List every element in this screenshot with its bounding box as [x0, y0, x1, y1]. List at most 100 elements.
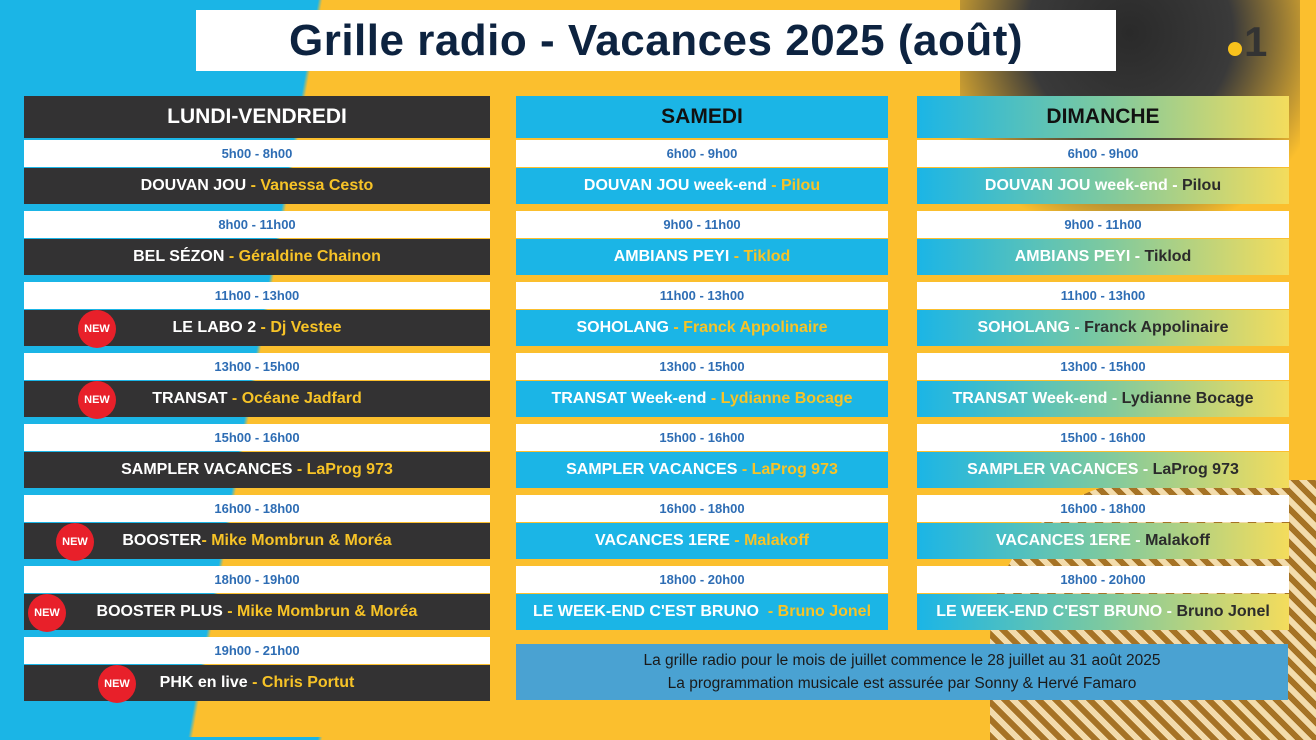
schedule-slot: 18h00 - 20h00 LE WEEK-END C'EST BRUNO - B… — [917, 566, 1289, 630]
slot-time: 9h00 - 11h00 — [516, 211, 888, 238]
show-title: TRANSAT Week-end — [551, 390, 707, 407]
show-title: SAMPLER VACANCES — [121, 461, 293, 478]
schedule-slot: 18h00 - 19h00 BOOSTER PLUS - Mike Mombrun… — [24, 566, 490, 630]
slot-time: 11h00 - 13h00 — [917, 282, 1289, 309]
slot-time: 5h00 - 8h00 — [24, 140, 490, 167]
slot-time: 11h00 - 13h00 — [24, 282, 490, 309]
schedule-slot: 15h00 - 16h00 SAMPLER VACANCES - LaProg 9… — [917, 424, 1289, 488]
show-host: Tiklod — [1144, 248, 1192, 265]
slot-show: LE WEEK-END C'EST BRUNO - Bruno Jonel — [917, 594, 1289, 630]
show-host: LaProg 973 — [306, 461, 393, 478]
new-badge: NEW — [80, 383, 114, 417]
column-lundi-vendredi: LUNDI-VENDREDI 5h00 - 8h00 DOUVAN JOU - Va… — [24, 96, 490, 701]
slot-time: 11h00 - 13h00 — [516, 282, 888, 309]
separator: - — [766, 177, 781, 194]
slot-show: BEL SÉZON - Géraldine Chainon — [24, 239, 490, 275]
show-title: AMBIANS PEYI — [1014, 248, 1131, 265]
schedule-slot: 16h00 - 18h00 VACANCES 1ERE - Malakoff — [917, 495, 1289, 559]
slot-show: TRANSAT Week-end - Lydianne Bocage — [917, 381, 1289, 417]
slot-show: DOUVAN JOU week-end - Pilou — [516, 168, 888, 204]
show-host: Vanessa Cesto — [260, 177, 374, 194]
schedule-slot: 11h00 - 13h00 SOHOLANG - Franck Appolinai… — [516, 282, 888, 346]
show-host: Lydianne Bocage — [720, 390, 853, 407]
schedule-slot: 6h00 - 9h00 DOUVAN JOU week-end - Pilou — [917, 140, 1289, 204]
slot-show: TRANSAT - Océane Jadfard NEW — [24, 381, 490, 417]
slot-show: LE WEEK-END C'EST BRUNO - Bruno Jonel — [516, 594, 888, 630]
show-host: Mike Mombrun & Moréa — [236, 603, 418, 620]
logo-dot-icon — [1228, 42, 1242, 56]
slot-time: 6h00 - 9h00 — [516, 140, 888, 167]
show-host: Mike Mombrun & Moréa — [211, 532, 392, 549]
slot-show: SAMPLER VACANCES - LaProg 973 — [24, 452, 490, 488]
show-title: VACANCES 1ERE — [996, 532, 1131, 549]
show-title: SAMPLER VACANCES — [967, 461, 1139, 478]
schedule-slot: 18h00 - 20h00 LE WEEK-END C'EST BRUNO - B… — [516, 566, 888, 630]
schedule-slot: 11h00 - 13h00 LE LABO 2 - Dj Vestee NEW — [24, 282, 490, 346]
separator: - — [227, 390, 242, 407]
show-host: Dj Vestee — [270, 319, 342, 336]
slot-time: 13h00 - 15h00 — [24, 353, 490, 380]
show-title: SOHOLANG — [576, 319, 669, 336]
slot-time: 8h00 - 11h00 — [24, 211, 490, 238]
schedule-slot: 13h00 - 15h00 TRANSAT Week-end - Lydianne… — [516, 353, 888, 417]
show-title: PHK en live — [159, 674, 248, 691]
logo-number: 1 — [1244, 18, 1268, 65]
show-host: Franck Appolinaire — [683, 319, 828, 336]
column-header: SAMEDI — [516, 96, 888, 138]
slot-show: VACANCES 1ERE - Malakoff — [516, 523, 888, 559]
slot-show: PHK en live - Chris Portut NEW — [24, 665, 490, 701]
separator: - — [222, 603, 237, 620]
page-title: Grille radio - Vacances 2025 (août) — [196, 10, 1116, 71]
schedule-slot: 13h00 - 15h00 TRANSAT - Océane Jadfard NEW — [24, 353, 490, 417]
schedule-slot: 11h00 - 13h00 SOHOLANG - Franck Appolinai… — [917, 282, 1289, 346]
separator: - — [256, 319, 271, 336]
info-line-2: La programmation musicale est assurée pa… — [667, 675, 1137, 692]
show-host: Chris Portut — [261, 674, 355, 691]
slot-time: 9h00 - 11h00 — [917, 211, 1289, 238]
separator: - — [1107, 390, 1122, 407]
slot-show: BOOSTER- Mike Mombrun & Moréa NEW — [24, 523, 490, 559]
slot-time: 16h00 - 18h00 — [917, 495, 1289, 522]
separator: - — [246, 177, 261, 194]
schedule-slot: 15h00 - 16h00 SAMPLER VACANCES - LaProg 9… — [24, 424, 490, 488]
separator: - — [668, 319, 684, 336]
show-title: VACANCES 1ERE — [595, 532, 730, 549]
slot-time: 15h00 - 16h00 — [24, 424, 490, 451]
schedule-slot: 15h00 - 16h00 SAMPLER VACANCES - LaProg 9… — [516, 424, 888, 488]
show-title: SOHOLANG — [977, 319, 1070, 336]
show-title: BEL SÉZON — [133, 248, 225, 265]
show-title: LE LABO 2 — [172, 319, 257, 336]
slot-show: SOHOLANG - Franck Appolinaire — [516, 310, 888, 346]
slot-time: 19h00 - 21h00 — [24, 637, 490, 664]
show-title: DOUVAN JOU week-end — [984, 177, 1168, 194]
separator: - — [1130, 532, 1146, 549]
slot-time: 13h00 - 15h00 — [516, 353, 888, 380]
slot-show: BOOSTER PLUS - Mike Mombrun & Moréa NEW — [24, 594, 490, 630]
separator: - — [759, 603, 778, 620]
show-host: Tiklod — [743, 248, 791, 265]
show-title: TRANSAT — [152, 390, 228, 407]
info-line-1: La grille radio pour le mois de juillet … — [643, 652, 1161, 669]
show-title: BOOSTER — [122, 532, 202, 549]
separator: - — [729, 248, 744, 265]
slot-time: 13h00 - 15h00 — [917, 353, 1289, 380]
new-badge: NEW — [30, 596, 64, 630]
new-badge: NEW — [80, 312, 114, 346]
column-samedi: SAMEDI 6h00 - 9h00 DOUVAN JOU week-end - P… — [516, 96, 888, 630]
show-title: DOUVAN JOU — [140, 177, 247, 194]
separator: - — [729, 532, 745, 549]
slot-time: 18h00 - 20h00 — [917, 566, 1289, 593]
show-host: LaProg 973 — [751, 461, 838, 478]
separator: - — [706, 390, 721, 407]
slot-show: LE LABO 2 - Dj Vestee NEW — [24, 310, 490, 346]
show-host: Malakoff — [1145, 532, 1210, 549]
separator: - — [292, 461, 307, 478]
show-host: Franck Appolinaire — [1084, 319, 1229, 336]
separator: - — [247, 674, 262, 691]
slot-time: 16h00 - 18h00 — [516, 495, 888, 522]
show-title: TRANSAT Week-end — [952, 390, 1108, 407]
slot-show: DOUVAN JOU week-end - Pilou — [917, 168, 1289, 204]
column-dimanche: DIMANCHE 6h00 - 9h00 DOUVAN JOU week-end -… — [917, 96, 1289, 630]
slot-time: 18h00 - 20h00 — [516, 566, 888, 593]
show-host: Géraldine Chainon — [238, 248, 381, 265]
